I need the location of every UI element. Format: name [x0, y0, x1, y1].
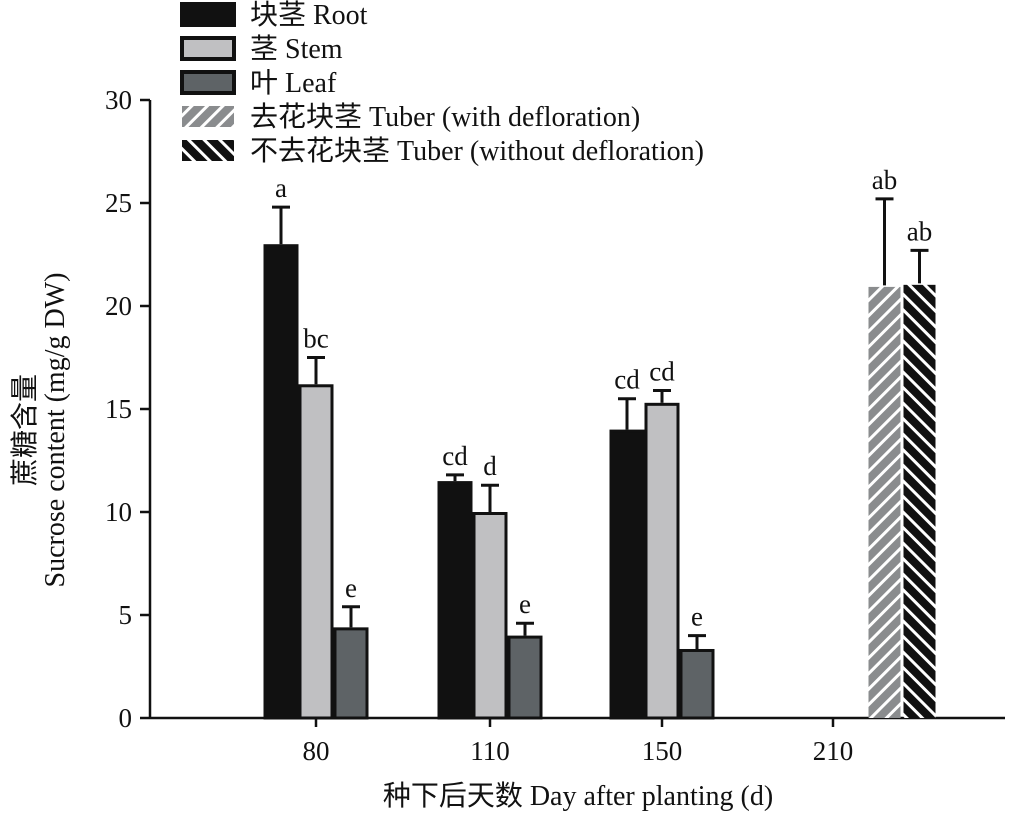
significance-letter: bc [303, 324, 329, 354]
y-tick-label: 5 [119, 600, 133, 630]
significance-letter: ab [907, 216, 932, 246]
legend-swatch [182, 140, 234, 161]
legend-swatch [180, 36, 236, 61]
bar [868, 286, 901, 718]
bar [472, 512, 508, 720]
y-tick-label: 25 [105, 188, 132, 218]
significance-letter: cd [442, 441, 468, 471]
legend-label: 去花块茎 Tuber (with defloration) [250, 101, 640, 133]
significance-letter: e [691, 602, 703, 632]
y-tick-label: 30 [105, 85, 132, 115]
y-axis-label: 蔗糖含量Sucrose content (mg/g DW) [9, 273, 71, 588]
legend-label: 茎 Stem [250, 33, 343, 65]
y-axis-label-cn: 蔗糖含量 [9, 374, 41, 486]
y-tick-label: 10 [105, 497, 132, 527]
bar [903, 284, 936, 718]
y-tick-label: 20 [105, 291, 132, 321]
significance-letter: ab [872, 165, 897, 195]
significance-letter: cd [614, 365, 640, 395]
legend-swatch [180, 2, 236, 27]
significance-letter: d [483, 451, 497, 481]
legend-label: 块茎 Root [250, 0, 368, 31]
bar [333, 627, 369, 720]
axes: 0 5 10 15 20 25 30 80 110 150 210 [105, 85, 1005, 766]
x-tick-label: 150 [642, 736, 683, 766]
y-axis-label-en: Sucrose content (mg/g DW) [40, 273, 71, 588]
bar [507, 635, 543, 720]
significance-letter: cd [649, 356, 675, 386]
bar [609, 429, 645, 720]
legend-swatch [180, 70, 236, 95]
x-tick-label: 210 [813, 736, 854, 766]
significance-letter: e [345, 573, 357, 603]
x-tick-label: 110 [470, 736, 510, 766]
legend-label: 叶 Leaf [250, 68, 337, 99]
significance-letter: e [519, 589, 531, 619]
bar [263, 244, 299, 720]
bar [679, 648, 715, 720]
significance-letter: a [275, 173, 287, 203]
bar [644, 402, 680, 720]
y-tick-label: 15 [105, 394, 132, 424]
bar [298, 384, 334, 720]
legend-swatch [182, 106, 234, 127]
bar [437, 481, 473, 720]
x-tick-label: 80 [303, 736, 330, 766]
y-tick-label: 0 [119, 703, 133, 733]
x-axis-label: 种下后天数 Day after planting (d) [383, 780, 773, 812]
legend-label: 不去花块茎 Tuber (without defloration) [250, 135, 704, 167]
